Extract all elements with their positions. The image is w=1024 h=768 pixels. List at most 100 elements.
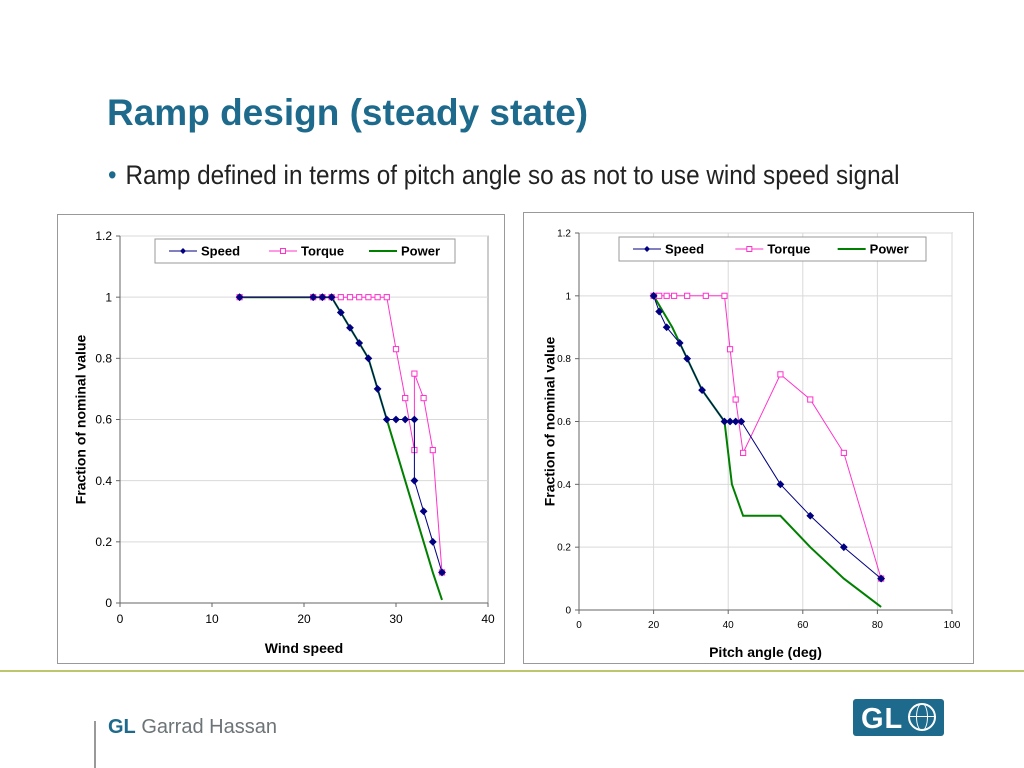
y-tick-label: 0.6	[95, 413, 112, 427]
legend-box	[618, 236, 927, 262]
y-tick-label: 1	[565, 291, 571, 302]
x-tick-label: 30	[389, 612, 403, 626]
point-speed	[649, 291, 658, 300]
point-speed	[327, 293, 336, 302]
x-tick-label: 0	[576, 620, 582, 631]
point-speed	[683, 354, 692, 363]
legend-marker-torque	[280, 248, 286, 254]
point-speed	[675, 339, 684, 347]
point-speed	[877, 574, 886, 583]
logo-text: GL	[861, 703, 904, 735]
chart-wind-speed: 0 0.2 0.4 0.6 0.8 1 1.2 0 10 20 30 40 Wind speed Frac…	[57, 214, 505, 664]
point-torque	[365, 294, 372, 301]
x-axis-label: Pitch angle (deg)	[709, 644, 822, 660]
x-tick-label: 10	[205, 612, 219, 626]
legend-label-power: Power	[870, 242, 909, 257]
point-torque	[420, 394, 427, 402]
point-speed	[737, 417, 746, 426]
legend-label-power: Power	[401, 244, 440, 259]
y-axis-label: Fraction of nominal value	[73, 335, 89, 505]
point-torque	[702, 292, 709, 299]
legend-label-speed: Speed	[665, 242, 704, 257]
legend-marker-speed	[644, 246, 650, 252]
globe-icon	[908, 703, 936, 731]
point-speed	[662, 323, 671, 332]
point-speed	[698, 386, 706, 394]
point-torque	[807, 396, 814, 403]
point-speed	[410, 476, 419, 485]
x-tick-label: 40	[723, 620, 735, 631]
point-torque	[732, 396, 739, 403]
y-tick-label: 0.2	[557, 543, 571, 554]
point-torque	[346, 294, 354, 301]
point-torque	[663, 292, 670, 299]
point-speed	[355, 339, 364, 347]
point-torque	[671, 292, 678, 299]
point-torque	[411, 370, 418, 377]
point-speed	[318, 293, 327, 302]
point-speed	[235, 293, 244, 302]
x-tick-label: 40	[481, 612, 495, 626]
bullet-icon: •	[108, 160, 117, 190]
x-tick-label: 20	[297, 612, 311, 626]
y-tick-label: 0.4	[557, 480, 571, 491]
point-torque	[684, 292, 691, 299]
y-tick-label: 0.4	[95, 474, 112, 488]
footer-rule	[0, 670, 1024, 672]
point-speed	[410, 415, 419, 424]
chart-wind-speed-svg: 0 0.2 0.4 0.6 0.8 1 1.2 0 10 20 30 40 Wind speed Frac…	[73, 229, 495, 656]
y-tick-label: 1	[105, 290, 112, 304]
slide-title: Ramp design (steady state)	[107, 92, 589, 133]
y-tick-label: 0	[565, 606, 571, 617]
y-tick-label: 1.2	[557, 229, 571, 240]
chart-pitch-angle-svg: 0 0.2 0.4 0.6 0.8 1 1.2 0 20 40 60 80 100 Pitch angle…	[542, 229, 961, 661]
x-tick-label: 60	[797, 620, 809, 631]
point-speed	[428, 537, 437, 546]
gl-logo: GL	[853, 699, 944, 736]
point-speed	[438, 568, 446, 577]
point-speed	[806, 511, 815, 520]
point-torque	[402, 394, 409, 402]
y-tick-label: 0.8	[95, 352, 112, 366]
legend-label-speed: Speed	[201, 244, 240, 259]
point-torque	[721, 292, 728, 299]
x-tick-label: 80	[872, 620, 884, 631]
point-speed	[346, 323, 354, 332]
point-torque	[337, 294, 344, 301]
y-tick-label: 0.2	[95, 535, 112, 549]
point-torque	[726, 346, 734, 353]
point-speed	[726, 417, 734, 426]
point-torque	[383, 294, 390, 301]
chart-pitch-angle: 0 0.2 0.4 0.6 0.8 1 1.2 0 20 40 60 80 100 Pitch angle…	[523, 212, 974, 664]
point-speed	[364, 354, 373, 363]
x-tick-label: 0	[117, 612, 124, 626]
point-speed	[382, 415, 391, 424]
x-tick-label: 20	[648, 620, 660, 631]
point-speed	[839, 543, 848, 552]
point-speed	[401, 415, 410, 424]
point-speed	[419, 507, 428, 516]
y-tick-label: 0.8	[557, 354, 571, 365]
point-speed	[309, 293, 318, 302]
point-speed	[776, 480, 785, 489]
point-torque	[392, 346, 400, 353]
point-torque	[840, 449, 847, 457]
x-tick-label: 100	[944, 620, 961, 631]
legend-box	[154, 238, 456, 264]
point-speed	[720, 417, 729, 426]
footer-brand: GL Garrad Hassan	[108, 716, 277, 739]
point-speed	[655, 307, 664, 316]
footer-divider	[94, 721, 96, 768]
y-tick-label: 1.2	[95, 229, 112, 243]
y-tick-label: 0	[105, 596, 112, 610]
footer-brand-short: GL	[108, 716, 136, 738]
footer-brand-name: Garrad Hassan	[141, 716, 277, 738]
point-speed	[373, 385, 382, 393]
x-axis-label: Wind speed	[265, 640, 343, 656]
point-torque	[429, 446, 436, 454]
bullet-text: Ramp defined in terms of pitch angle so …	[125, 160, 900, 190]
point-torque	[740, 449, 747, 457]
point-torque	[374, 294, 381, 301]
point-speed	[392, 415, 400, 424]
legend-label-torque: Torque	[301, 244, 344, 259]
